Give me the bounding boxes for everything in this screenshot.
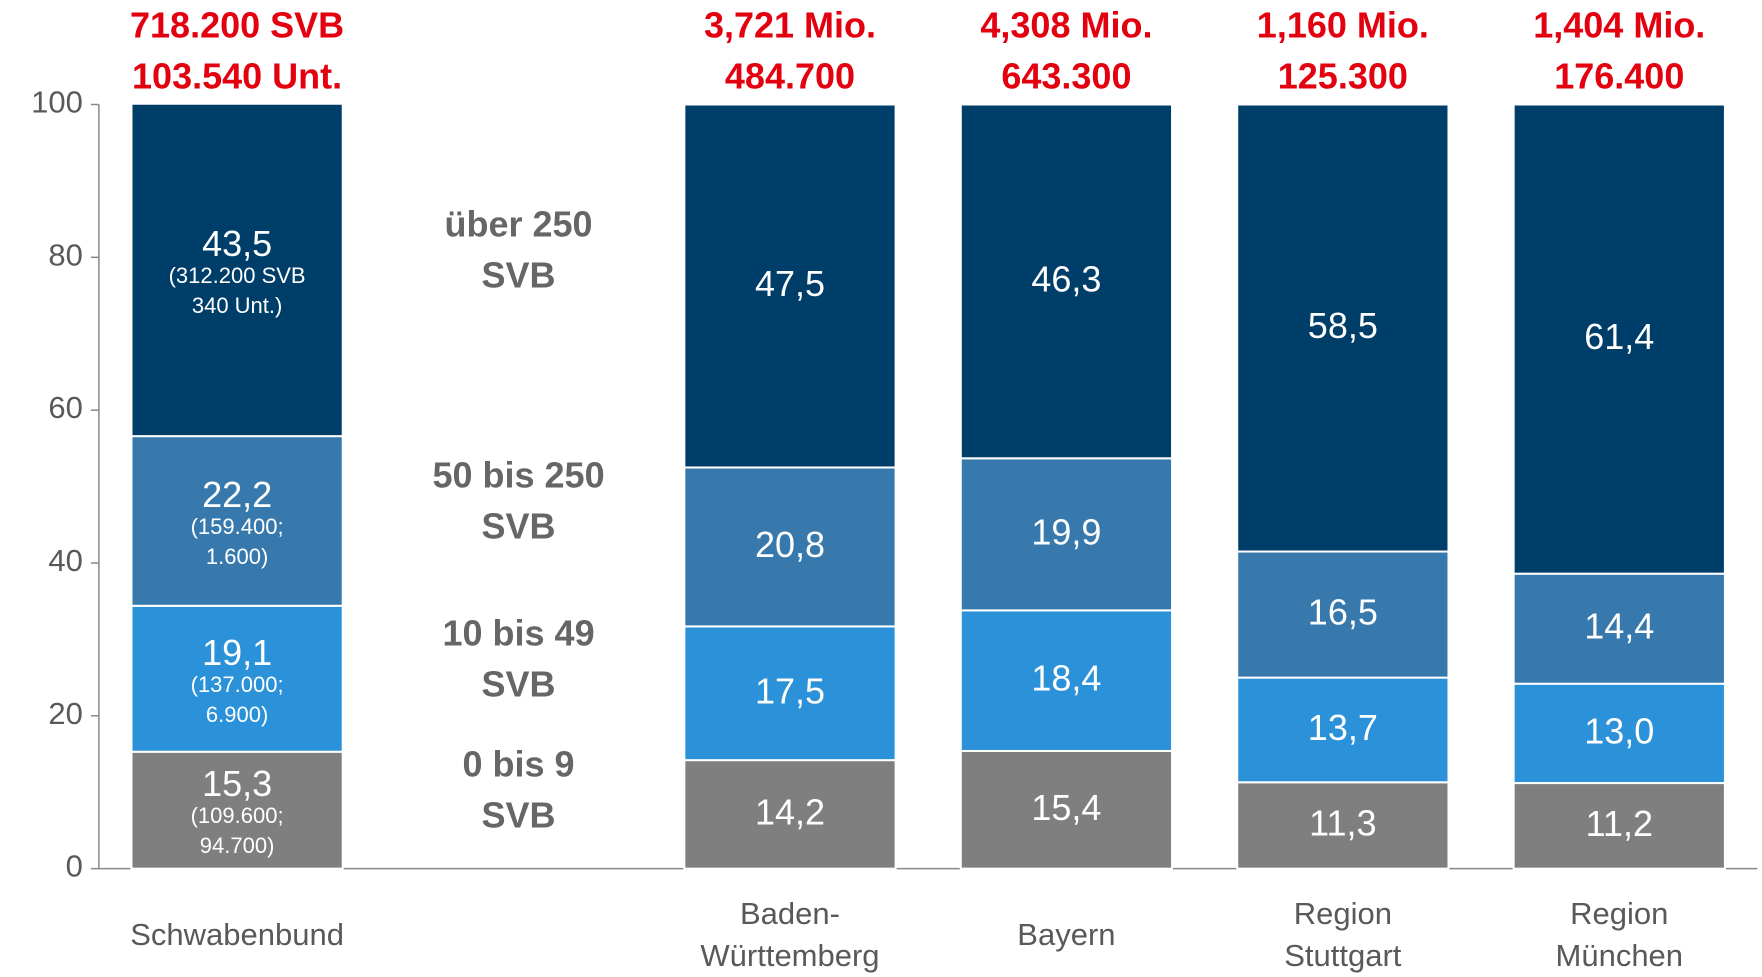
total-label: 4,308 Mio. 643.300 xyxy=(980,4,1152,96)
value-label: 20,8 xyxy=(755,523,825,564)
total-label: 3,721 Mio. 484.700 xyxy=(704,4,876,96)
value-label: 19,9 xyxy=(1031,511,1101,552)
total-label: 718.200 SVB 103.540 Unt. xyxy=(130,4,344,96)
value-label: 17,5 xyxy=(755,670,825,711)
value-label: 13,0 xyxy=(1584,710,1654,751)
bar-segment xyxy=(1236,103,1450,553)
bar-segment xyxy=(959,103,1174,460)
legend-label: 0 bis 9 SVB xyxy=(463,743,575,835)
value-label: 14,4 xyxy=(1584,605,1654,646)
bar-segment xyxy=(130,750,344,870)
value-label: 15,3 xyxy=(202,763,272,804)
bar-segment xyxy=(130,102,344,438)
bar-segment xyxy=(1236,550,1450,679)
y-tick-label: 20 xyxy=(48,696,82,731)
x-tick-label: Baden-Württemberg xyxy=(700,896,879,973)
bar-segment xyxy=(683,103,897,469)
value-label: 11,3 xyxy=(1309,802,1376,843)
x-tick-label: Region Stuttgart xyxy=(1284,896,1402,973)
value-label: 58,5 xyxy=(1308,305,1378,346)
value-label: 14,2 xyxy=(755,791,825,832)
bar-segment xyxy=(959,749,1174,870)
value-label: 47,5 xyxy=(755,263,825,304)
x-tick-label: Bayern xyxy=(1017,917,1115,952)
bar-segment xyxy=(683,466,897,628)
detail-label: (159.400; 1.600) xyxy=(191,514,284,569)
bar-segment xyxy=(1236,676,1450,784)
value-label: 13,7 xyxy=(1308,706,1378,747)
bar-segment xyxy=(1236,781,1450,870)
bar-segment xyxy=(1512,103,1726,575)
value-label: 18,4 xyxy=(1031,657,1101,698)
y-tick-label: 100 xyxy=(31,85,83,120)
total-label: 1,160 Mio. 125.300 xyxy=(1257,4,1429,96)
value-label: 16,5 xyxy=(1308,591,1378,632)
x-tick-label: Schwabenbund xyxy=(130,917,344,952)
value-label: 19,1 xyxy=(202,631,272,672)
y-tick-label: 0 xyxy=(66,849,83,884)
bar-segment xyxy=(130,604,344,753)
legend-label: 50 bis 250 SVB xyxy=(432,454,604,546)
value-label: 11,2 xyxy=(1586,802,1653,843)
value-label: 46,3 xyxy=(1031,258,1101,299)
bar-segment xyxy=(683,759,897,870)
detail-label: (312.200 SVB 340 Unt.) xyxy=(169,263,306,318)
bar-segment xyxy=(683,625,897,762)
y-tick-label: 80 xyxy=(48,238,82,273)
total-label: 1,404 Mio. 176.400 xyxy=(1533,4,1705,96)
y-tick-label: 40 xyxy=(48,543,82,578)
bar-segment xyxy=(1512,782,1726,870)
bar-segment xyxy=(130,435,344,607)
value-label: 15,4 xyxy=(1031,786,1101,827)
bar-segment xyxy=(1512,572,1726,685)
legend-label: über 250 SVB xyxy=(445,203,593,295)
detail-label: (137.000; 6.900) xyxy=(191,672,284,727)
value-label: 43,5 xyxy=(202,222,272,263)
bar-segment xyxy=(959,457,1174,612)
value-label: 22,2 xyxy=(202,473,272,514)
detail-label: (109.600; 94.700) xyxy=(191,803,284,858)
x-tick-label: Region München xyxy=(1556,896,1684,973)
legend-label: 10 bis 49 SVB xyxy=(442,612,594,704)
bar-segment xyxy=(959,609,1174,752)
y-tick-label: 60 xyxy=(48,390,82,425)
value-label: 61,4 xyxy=(1584,316,1654,357)
